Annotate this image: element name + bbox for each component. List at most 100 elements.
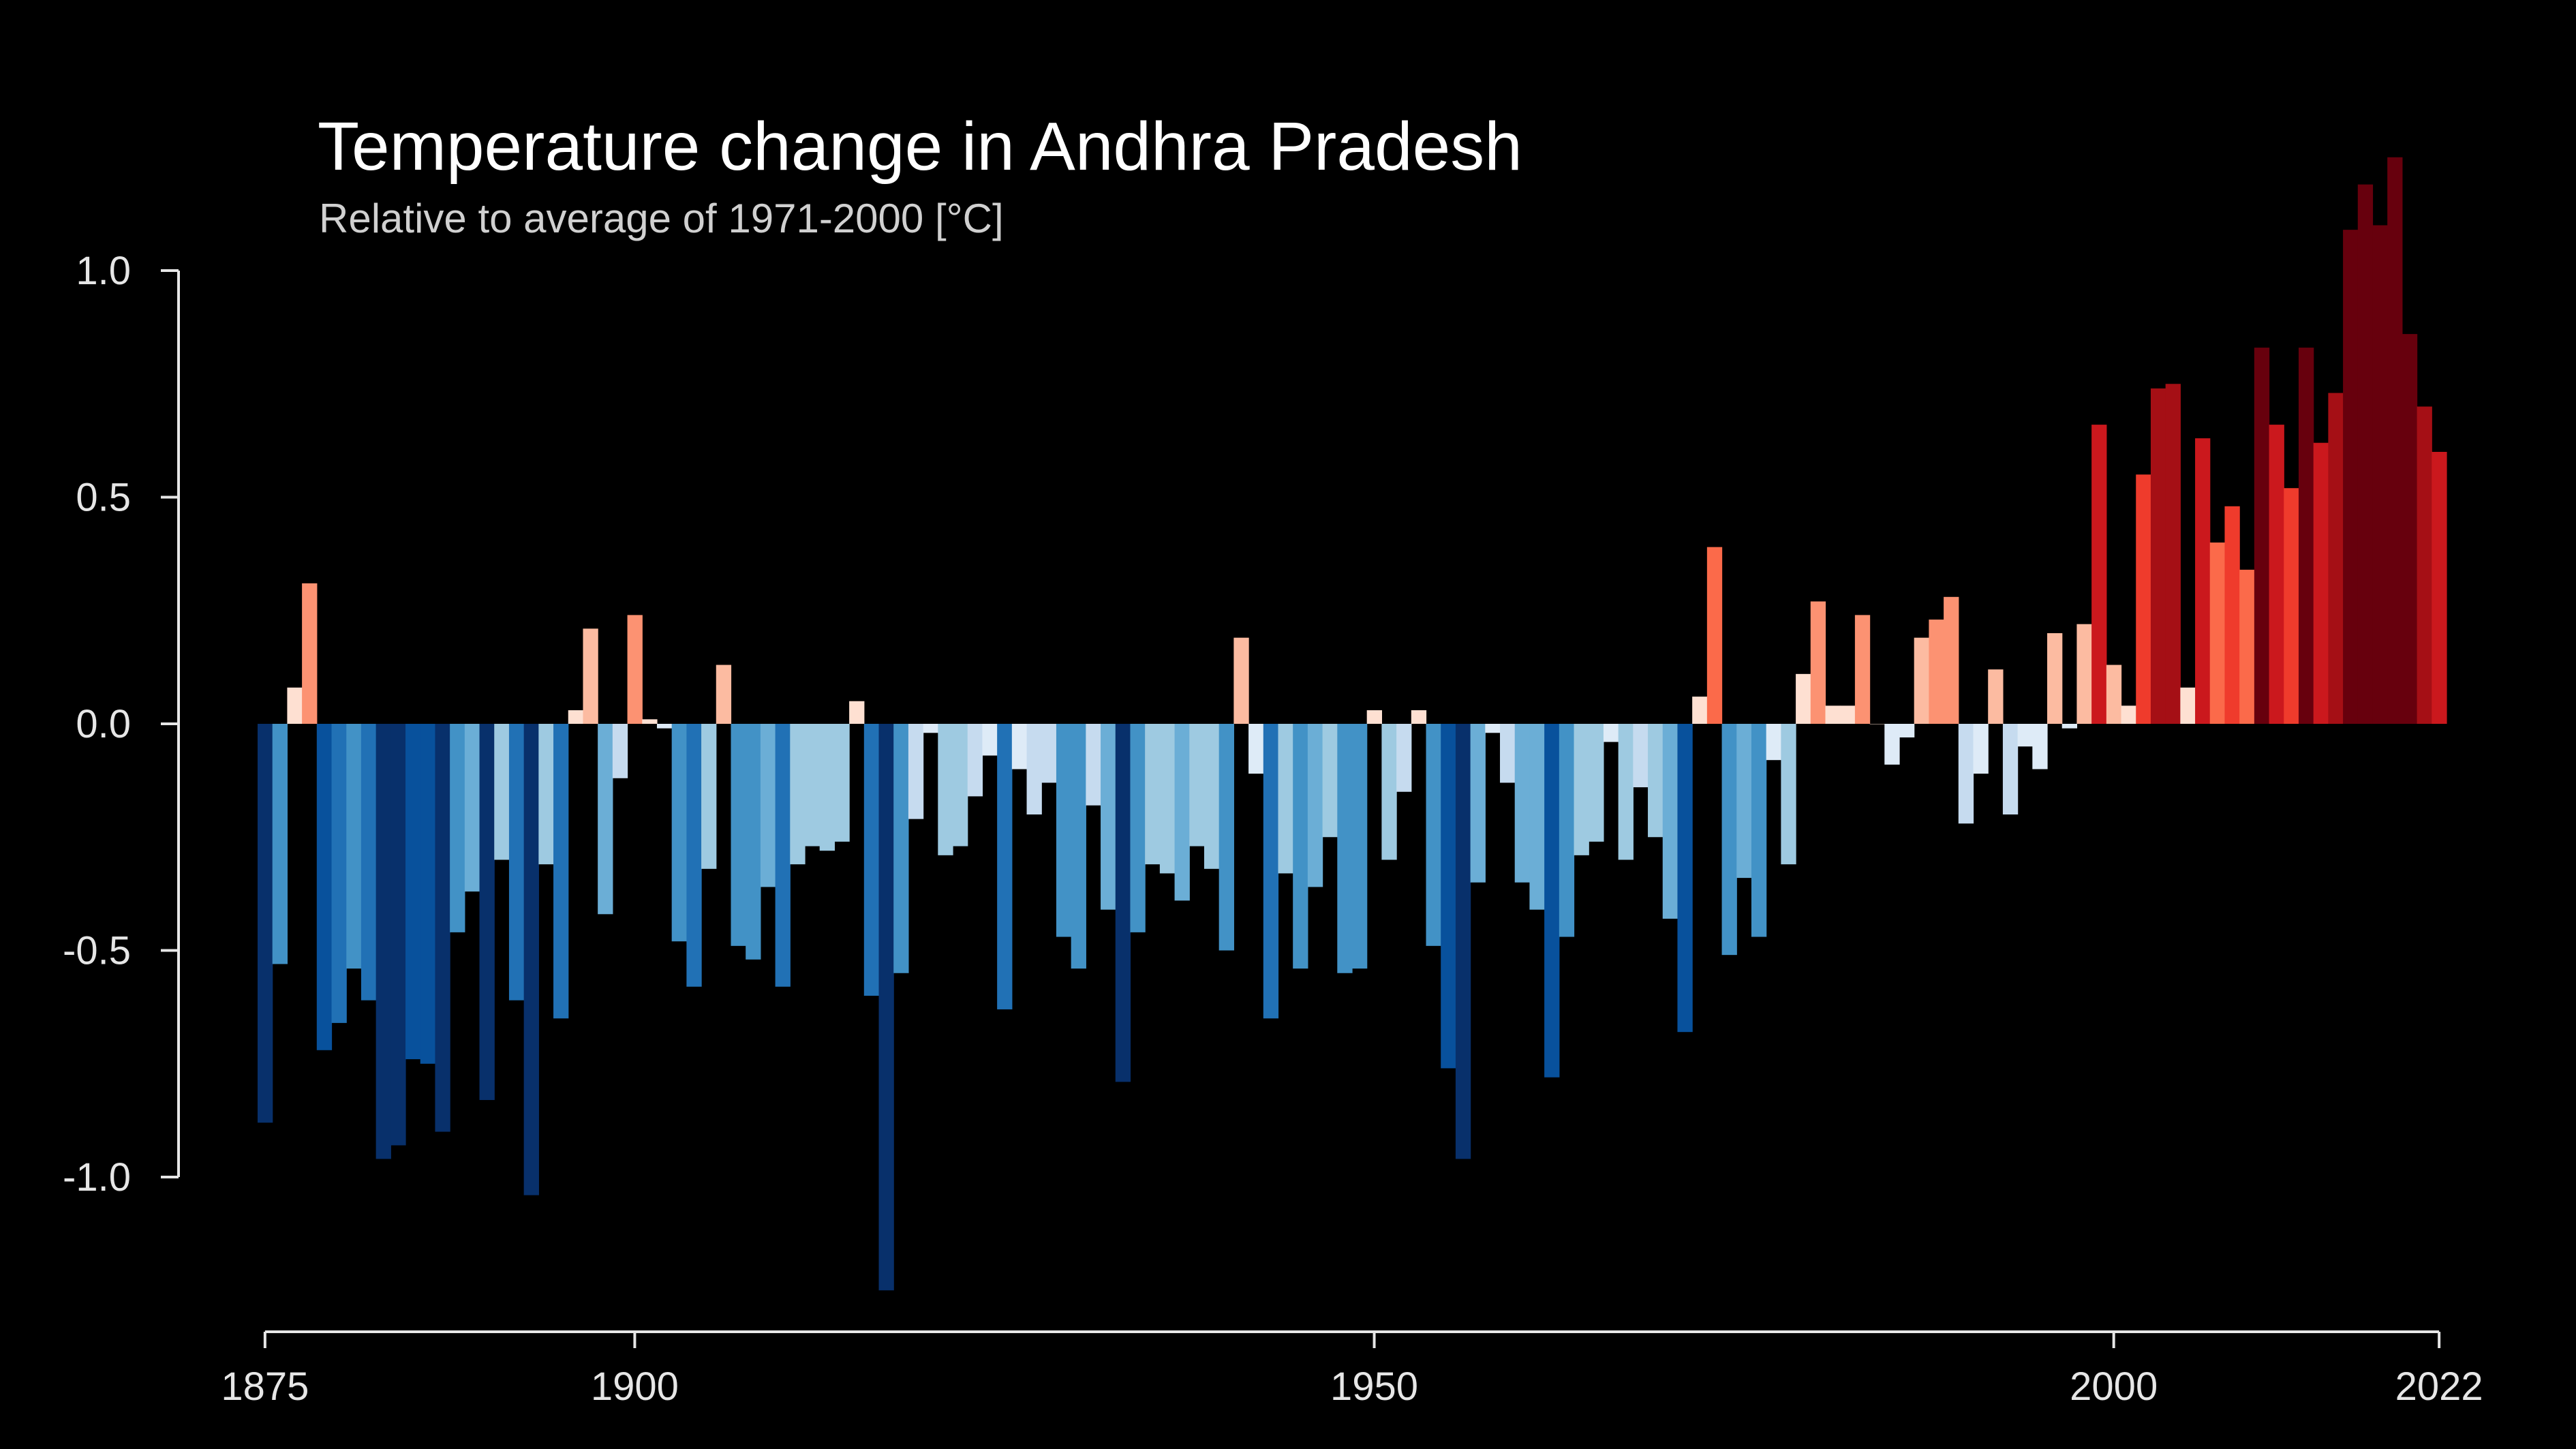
bar-1979 [1796, 673, 1811, 724]
y-tick-label: 0.5 [76, 476, 131, 520]
bar-1957 [1470, 724, 1486, 883]
bar-1918 [893, 724, 909, 973]
bar-1891 [494, 724, 510, 860]
bar-2001 [2121, 705, 2136, 724]
bar-series [258, 157, 2447, 1291]
bar-1995 [2032, 724, 2048, 769]
bar-1899 [612, 724, 628, 778]
bar-1905 [701, 724, 717, 869]
bar-1896 [568, 710, 584, 724]
bar-2002 [2136, 474, 2151, 724]
bar-1988 [1929, 620, 1944, 724]
bar-2014 [2313, 442, 2329, 724]
bar-1877 [287, 687, 303, 724]
bar-1969 [1648, 724, 1663, 838]
bar-1909 [760, 724, 776, 887]
bar-1965 [1589, 724, 1604, 842]
bar-1954 [1426, 724, 1441, 946]
bar-2011 [2269, 425, 2284, 724]
bar-1917 [878, 724, 894, 1291]
bar-1926 [1011, 724, 1028, 769]
bar-2006 [2195, 438, 2211, 724]
bar-1970 [1662, 724, 1678, 919]
bar-1994 [2017, 724, 2033, 747]
bar-1935 [1145, 724, 1161, 865]
bar-2005 [2180, 687, 2196, 724]
bar-1955 [1441, 724, 1456, 1069]
bar-1888 [450, 724, 465, 932]
bar-1948 [1337, 724, 1353, 973]
bar-2000 [2106, 665, 2122, 724]
bar-1901 [642, 719, 658, 724]
bar-2003 [2150, 388, 2166, 724]
bar-1887 [435, 724, 450, 1132]
x-tick-label: 1875 [221, 1364, 309, 1409]
y-tick-label: -1.0 [63, 1155, 131, 1200]
bar-1983 [1854, 615, 1871, 724]
bar-1982 [1840, 705, 1856, 724]
bar-1904 [686, 724, 702, 987]
y-tick-label: 1.0 [76, 249, 131, 293]
bar-1886 [420, 724, 436, 1064]
bar-1993 [2002, 724, 2019, 814]
bar-1910 [775, 724, 791, 987]
bar-1944 [1278, 724, 1293, 874]
bar-1945 [1293, 724, 1308, 969]
chart-title: Temperature change in Andhra Pradesh [318, 108, 1522, 185]
bar-1936 [1159, 724, 1176, 874]
bar-1967 [1618, 724, 1634, 860]
bar-1907 [731, 724, 746, 946]
bar-1987 [1914, 637, 1929, 724]
bar-1900 [627, 615, 643, 724]
bar-1952 [1396, 724, 1412, 792]
bar-1962 [1544, 724, 1560, 1078]
bar-1884 [390, 724, 406, 1146]
bar-1942 [1248, 724, 1264, 774]
bar-1947 [1322, 724, 1338, 838]
bar-1998 [2076, 624, 2092, 724]
bar-1889 [464, 724, 480, 892]
bar-1990 [1958, 724, 1974, 824]
bar-1973 [1706, 547, 1723, 724]
bar-1903 [671, 724, 687, 942]
bar-1961 [1529, 724, 1545, 910]
bar-1883 [375, 724, 391, 1159]
bar-1911 [790, 724, 806, 865]
bar-1949 [1352, 724, 1368, 969]
bar-1953 [1411, 710, 1427, 724]
bar-1895 [553, 724, 569, 1019]
bar-1964 [1574, 724, 1589, 855]
bar-1915 [849, 701, 865, 724]
bar-2016 [2343, 230, 2359, 724]
y-axis: 1.0 0.5 0.0 -0.5 -1.0 [63, 249, 180, 1200]
bar-1981 [1825, 705, 1841, 724]
bar-1977 [1766, 724, 1781, 761]
x-tick-label: 1950 [1330, 1364, 1418, 1409]
bar-1956 [1455, 724, 1471, 1159]
bar-1938 [1189, 724, 1205, 846]
bar-1919 [908, 724, 924, 819]
x-tick-label: 1900 [591, 1364, 679, 1409]
bar-1985 [1884, 724, 1900, 765]
bar-1932 [1101, 724, 1116, 910]
bar-1966 [1603, 724, 1619, 742]
bar-1892 [508, 724, 525, 1001]
bar-1914 [834, 724, 850, 842]
bar-1927 [1026, 724, 1042, 814]
bar-1878 [302, 583, 318, 724]
bar-1946 [1307, 724, 1323, 887]
bar-2015 [2328, 393, 2344, 724]
bar-1925 [997, 724, 1013, 1009]
bar-1934 [1130, 724, 1146, 932]
bar-1876 [272, 724, 288, 964]
bar-1997 [2061, 724, 2078, 729]
bar-1963 [1559, 724, 1575, 937]
bar-1893 [523, 724, 539, 1195]
bar-2019 [2387, 157, 2403, 724]
bar-1978 [1781, 724, 1796, 865]
bar-1974 [1721, 724, 1737, 956]
bar-1920 [923, 724, 938, 733]
bar-1980 [1810, 601, 1826, 724]
bar-1921 [938, 724, 953, 855]
